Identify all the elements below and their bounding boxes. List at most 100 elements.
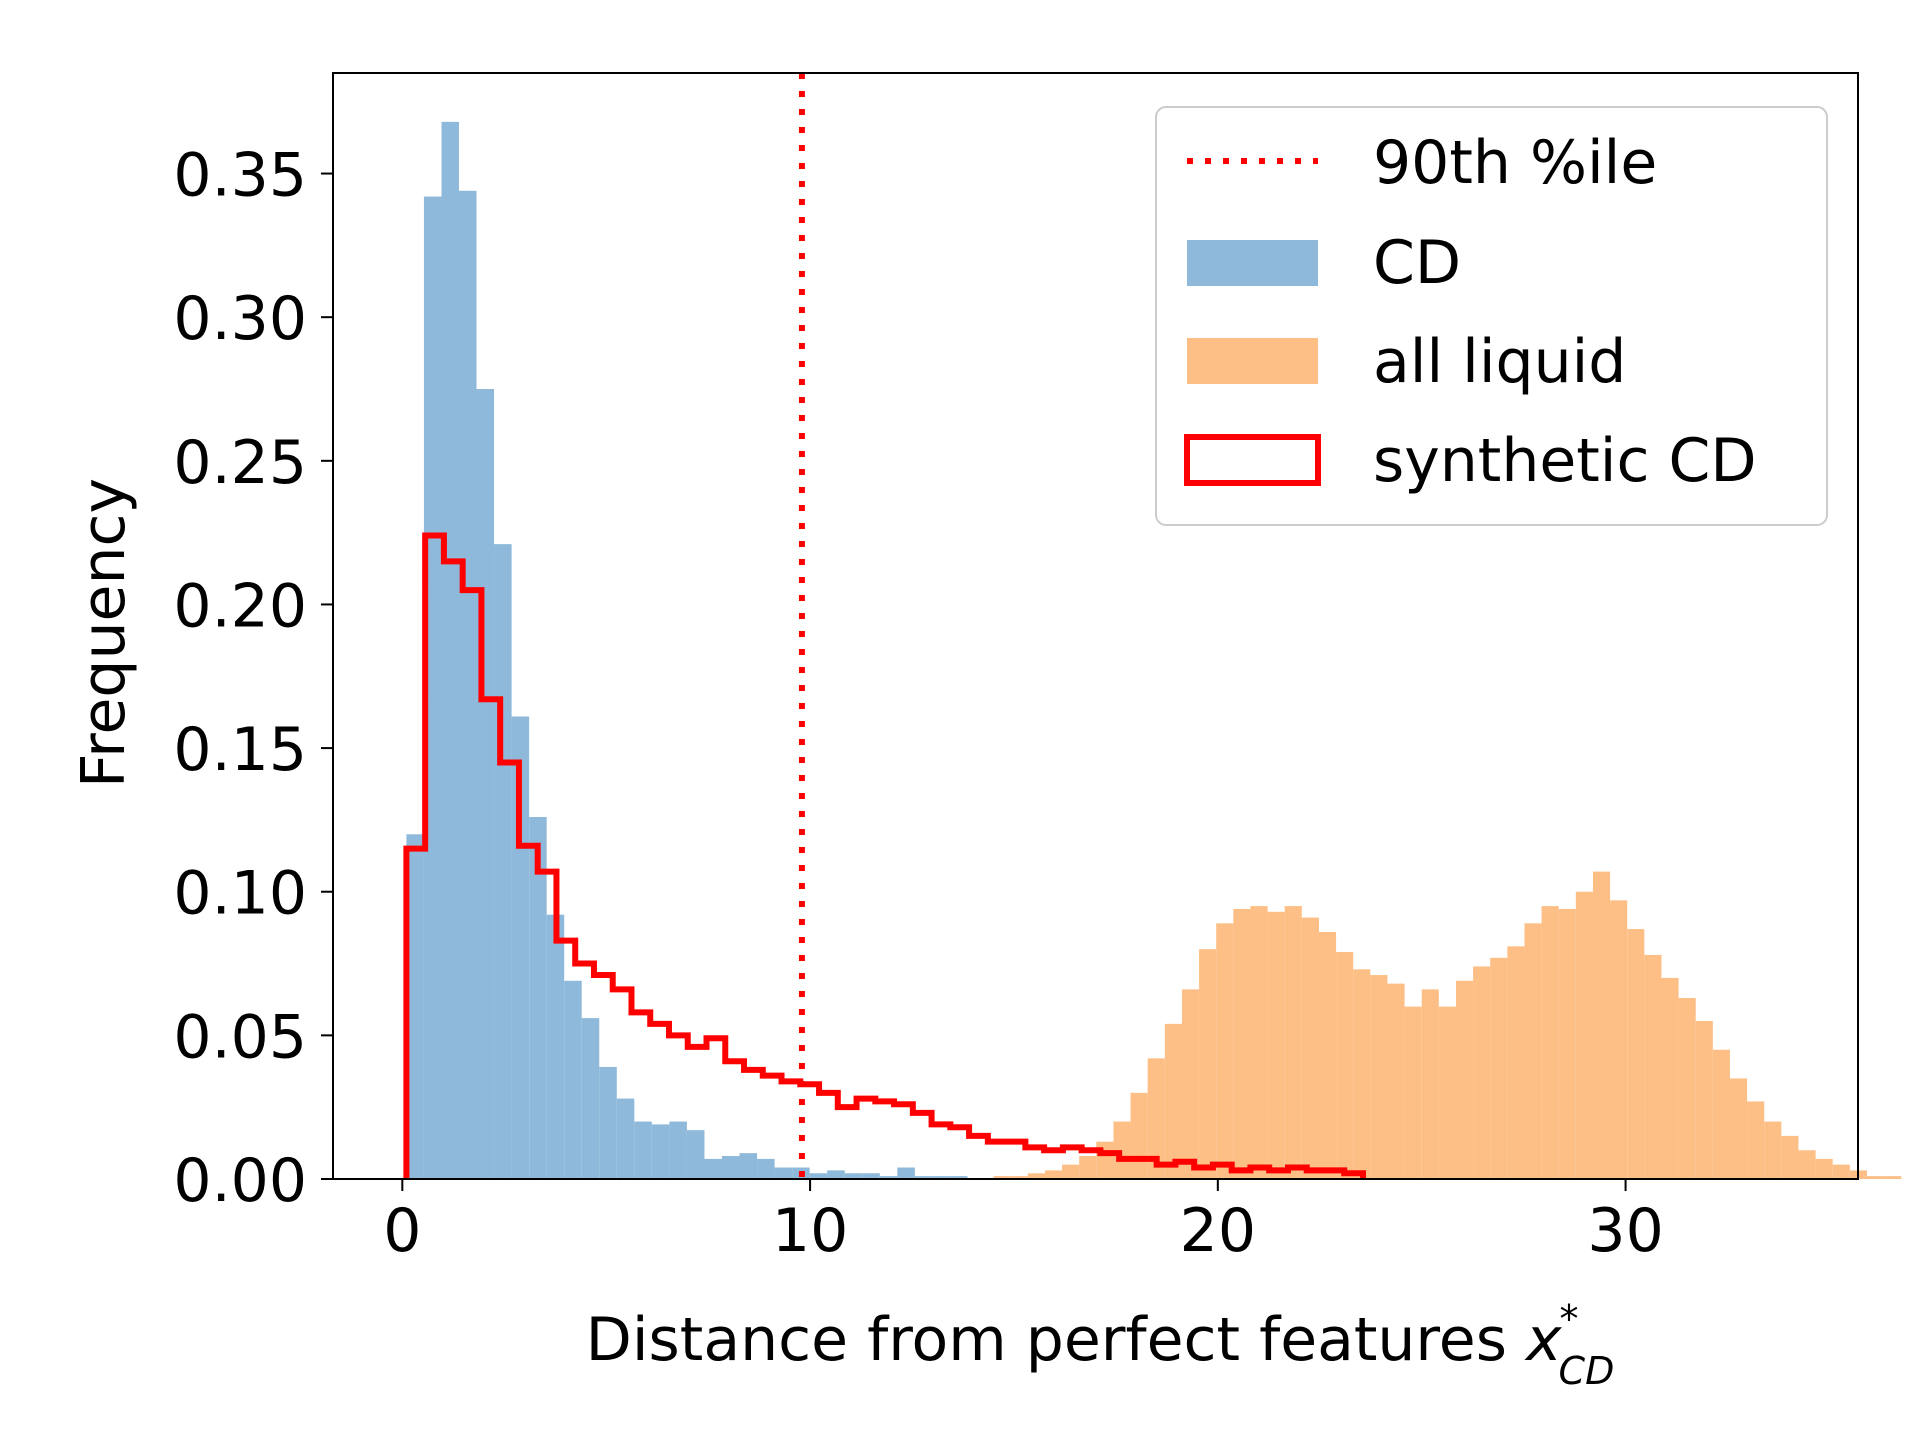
all-liquid-bar [1661, 977, 1679, 1179]
all-liquid-bar [1216, 923, 1234, 1179]
all-liquid-bar [1507, 946, 1525, 1179]
x-tick-label: 0 [383, 1196, 421, 1266]
axes-frame [332, 72, 1859, 1180]
y-tick-label: 0.10 [173, 859, 307, 929]
all-liquid-bar [1250, 906, 1268, 1179]
all-liquid-bar [1181, 989, 1200, 1179]
x-axis-label-text: Distance from perfect features [586, 1305, 1526, 1375]
y-tick-label: 0.15 [173, 715, 307, 785]
all-liquid-bar [1044, 1170, 1063, 1179]
all-liquid-bar [1832, 1164, 1850, 1179]
all-liquid-bar [993, 1176, 1011, 1179]
y-axis-ticks: 0.00 0.05 0.10 0.15 0.20 0.25 0.30 0.35 [173, 141, 333, 1216]
cd-bar [932, 1176, 950, 1179]
cd-bar [546, 914, 565, 1179]
all-liquid-bar [1404, 1006, 1422, 1179]
all-liquid-bar [1353, 969, 1371, 1179]
all-liquid-bar [1387, 983, 1405, 1179]
cd-bar [774, 1167, 793, 1179]
all-liquid-bar [1336, 952, 1354, 1179]
legend-label-cd: CD [1373, 228, 1461, 298]
all-liquid-bar [1798, 1150, 1816, 1179]
cd-bar [827, 1170, 845, 1179]
legend-label-all-liquid: all liquid [1373, 327, 1626, 397]
cd-bar [686, 1130, 705, 1179]
all-liquid-bar [1130, 1092, 1148, 1179]
all-liquid-bar [1558, 908, 1576, 1179]
all-liquid-bar [1164, 1023, 1182, 1179]
all-liquid-bar [1421, 989, 1439, 1179]
x-axis-label-math-sub: CD [1559, 1349, 1615, 1393]
all-liquid-bar [1096, 1141, 1114, 1179]
cd-bar [581, 1018, 600, 1179]
all-liquid-histogram-bars [993, 871, 1902, 1179]
cd-bar [949, 1176, 968, 1179]
all-liquid-bar [1764, 1121, 1782, 1179]
all-liquid-bar [1747, 1101, 1765, 1179]
all-liquid-bar [1147, 1058, 1165, 1179]
legend: 90th %ile CD all liquid synthetic CD [1155, 106, 1828, 526]
x-tick-label: 10 [772, 1196, 848, 1266]
cd-bar [406, 834, 424, 1179]
x-axis-ticks: 0 10 20 30 [383, 1179, 1664, 1266]
y-tick-label: 0.25 [173, 428, 307, 498]
y-axis-label: Frequency [69, 478, 139, 788]
cd-bar [897, 1167, 915, 1179]
all-liquid-bar [1062, 1164, 1080, 1179]
plot-area [403, 73, 1902, 1180]
cd-bar [616, 1098, 635, 1179]
y-tick-label: 0.35 [173, 141, 307, 211]
cd-bar [862, 1173, 880, 1179]
all-liquid-bar [1575, 891, 1593, 1179]
synthetic-cd-step-line [403, 532, 1366, 1179]
all-liquid-bar [1473, 966, 1491, 1179]
cd-bar [634, 1121, 652, 1179]
legend-cd-marker [1187, 240, 1318, 286]
all-liquid-bar [1592, 871, 1611, 1179]
all-liquid-bar [1199, 949, 1217, 1179]
x-axis-label-math-base: x [1524, 1305, 1562, 1375]
all-liquid-bar [1627, 929, 1645, 1179]
x-axis-label-math-sup: * [1560, 1297, 1579, 1341]
cd-bar [651, 1124, 670, 1179]
all-liquid-bar [1370, 975, 1388, 1179]
all-liquid-bar [1695, 1021, 1713, 1179]
cd-bar [879, 1176, 898, 1179]
y-tick-label: 0.20 [173, 571, 307, 641]
cd-bar [476, 389, 495, 1179]
all-liquid-bar [1541, 906, 1559, 1179]
all-liquid-bar [1490, 957, 1508, 1179]
cd-bar [441, 121, 459, 1179]
x-tick-label: 20 [1180, 1196, 1256, 1266]
y-tick-label: 0.00 [173, 1146, 307, 1216]
legend-label-percentile: 90th %ile [1373, 128, 1657, 198]
all-liquid-bar [1815, 1158, 1833, 1179]
legend-synthetic-marker [1184, 434, 1321, 486]
all-liquid-bar [1524, 923, 1542, 1179]
cd-bar [494, 544, 512, 1179]
y-tick-label: 0.30 [173, 284, 307, 354]
all-liquid-bar [1644, 954, 1662, 1179]
legend-label-synthetic: synthetic CD [1373, 426, 1757, 496]
all-liquid-bar [1438, 1006, 1456, 1179]
all-liquid-bar [1781, 1135, 1799, 1179]
cd-bar [599, 1066, 617, 1179]
all-liquid-bar [1610, 900, 1628, 1179]
all-liquid-bar [1079, 1156, 1097, 1179]
cd-histogram-bars [406, 121, 968, 1180]
cd-bar [458, 190, 477, 1180]
cd-bar [739, 1153, 758, 1179]
all-liquid-bar [1729, 1078, 1748, 1179]
all-liquid-bar [1010, 1176, 1028, 1179]
all-liquid-bar [1866, 1176, 1885, 1179]
cd-bar [721, 1156, 740, 1179]
all-liquid-bar [1267, 911, 1285, 1179]
x-axis-label: Distance from perfect features x* CD [586, 1297, 1615, 1393]
cd-bar [564, 980, 582, 1179]
y-tick-label: 0.05 [173, 1002, 307, 1072]
legend-all-liquid-marker [1187, 338, 1318, 384]
legend-frame [1155, 106, 1828, 526]
cd-bar [529, 817, 547, 1179]
all-liquid-bar [1712, 1049, 1730, 1179]
